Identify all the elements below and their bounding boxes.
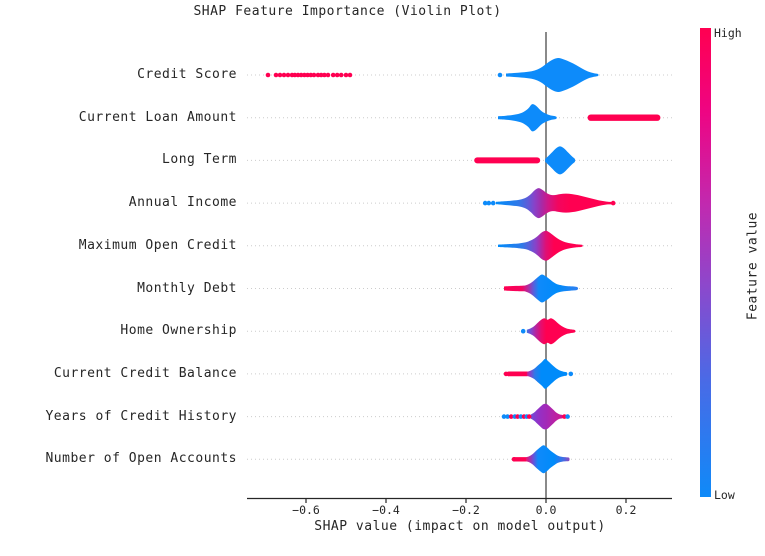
shap-scatter-dot — [515, 414, 520, 419]
shap-scatter-dot — [520, 328, 526, 334]
colorbar-low-label: Low — [714, 488, 735, 502]
shap-scatter-dot — [654, 115, 660, 120]
shap-scatter-dot — [610, 200, 616, 206]
feature-label: Current Credit Balance — [53, 365, 237, 381]
x-tick-label: −0.2 — [452, 503, 480, 517]
violin-shape — [498, 104, 557, 132]
feature-label: Years of Credit History — [45, 408, 237, 424]
shap-scatter-dot — [338, 72, 344, 78]
shap-scatter-dot — [273, 72, 279, 78]
feature-value-colorbar — [700, 28, 711, 497]
shap-scatter-dot — [302, 72, 307, 78]
violin-shape — [526, 358, 568, 389]
violin-shape — [526, 318, 576, 345]
shap-scatter-dot — [490, 200, 496, 206]
x-axis-title: SHAP value (impact on model output) — [314, 519, 606, 534]
shap-scatter-dot — [315, 72, 321, 78]
chart-title-text: SHAP Feature Importance (Violin Plot) — [193, 4, 502, 19]
shap-scatter-dot — [343, 72, 349, 78]
shap-scatter-dot — [526, 414, 532, 419]
feature-label: Current Loan Amount — [78, 109, 237, 125]
shap-scatter-dot — [565, 414, 570, 419]
shap-scatter-dot — [281, 72, 287, 78]
shap-scatter-dot — [509, 158, 515, 163]
violin-shape — [496, 188, 613, 219]
feature-label: Long Term — [162, 152, 237, 168]
shap-scatter-dot — [292, 72, 298, 78]
violin-shape — [526, 445, 570, 474]
shap-scatter-dot — [305, 72, 310, 78]
feature-label: Number of Open Accounts — [45, 451, 237, 467]
shap-scatter-dot — [501, 414, 507, 419]
shap-scatter-dot — [505, 414, 510, 419]
shap-scatter-dot — [508, 414, 514, 419]
violin-shape — [504, 274, 579, 303]
shap-scatter-dot — [518, 414, 524, 419]
colorbar-high-label: High — [714, 26, 742, 40]
shap-scatter-dot — [277, 72, 283, 78]
x-tick-label: 0.0 — [535, 503, 557, 517]
shap-scatter-dot — [568, 371, 574, 377]
feature-label: Annual Income — [128, 195, 237, 211]
shap-scatter-dot — [513, 158, 519, 163]
feature-label: Monthly Debt — [137, 280, 237, 296]
shap-scatter-dot — [497, 72, 503, 78]
x-tick-label: −0.6 — [292, 503, 320, 517]
x-tick-label: 0.2 — [615, 503, 637, 517]
violin-shape — [530, 403, 564, 430]
shap-scatter-dot — [265, 72, 271, 78]
shap-scatter-dot — [482, 200, 488, 206]
shap-scatter-dot — [347, 72, 353, 78]
shap-scatter-dot — [308, 72, 314, 78]
violin-shape — [545, 146, 576, 175]
feature-label: Maximum Open Credit — [78, 237, 237, 253]
shap-scatter-dot — [517, 158, 523, 163]
feature-label: Home Ownership — [120, 323, 237, 339]
x-tick-label: −0.4 — [372, 503, 400, 517]
shap-scatter-dot — [330, 72, 336, 78]
violin-shape — [506, 57, 599, 93]
feature-label: Credit Score — [137, 67, 237, 82]
colorbar-axis-label: Feature value — [745, 211, 761, 321]
shap-scatter-dot — [334, 72, 340, 78]
shap-scatter-dot — [285, 72, 291, 78]
shap-scatter-dot — [298, 72, 304, 78]
shap-scatter-dot — [506, 371, 511, 377]
shap-scatter-dot — [562, 414, 567, 419]
shap-scatter-dot — [311, 72, 317, 78]
violin-shape — [498, 230, 583, 261]
chart-title: SHAP Feature Importance (Violin Plot) — [0, 4, 765, 19]
shap-scatter-dot — [318, 72, 324, 78]
shap-scatter-dot — [511, 457, 517, 462]
shap-scatter-dot — [295, 72, 301, 78]
shap-scatter-dot — [325, 72, 331, 78]
shap-scatter-dot — [322, 72, 327, 78]
shap-scatter-dot — [486, 200, 492, 206]
